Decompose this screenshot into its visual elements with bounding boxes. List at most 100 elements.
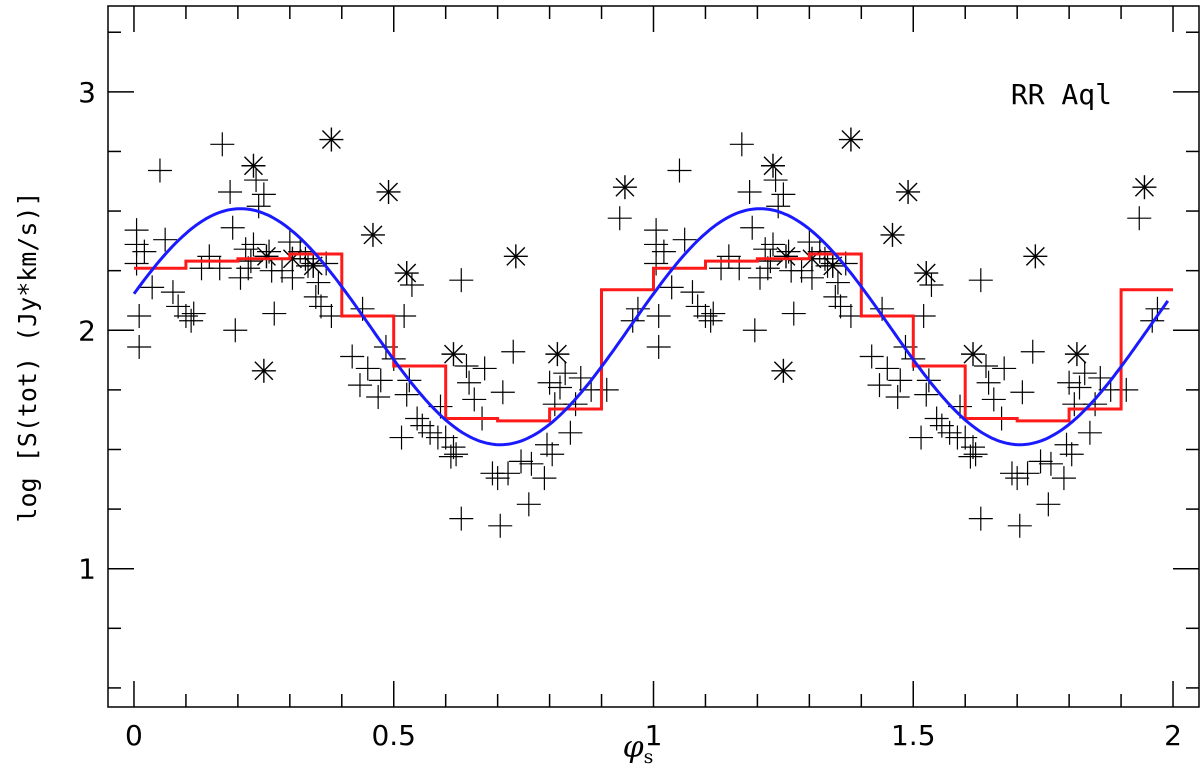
plus-marker xyxy=(223,318,248,343)
plus-marker xyxy=(454,354,479,379)
plus-marker xyxy=(140,275,165,300)
plus-marker xyxy=(680,280,705,305)
plus-marker xyxy=(368,368,393,393)
asterisk-marker-d2 xyxy=(916,263,936,283)
plus-marker xyxy=(309,294,334,319)
data-points xyxy=(124,127,1170,538)
asterisk-marker xyxy=(545,342,570,367)
plus-marker xyxy=(277,230,302,255)
asterisk-marker-d2 xyxy=(963,344,983,364)
asterisk-marker-d2 xyxy=(1067,344,1087,364)
plus-marker xyxy=(340,344,365,369)
y-tick-labels: 1 2 3 xyxy=(78,76,96,586)
x-tick-label: 0.5 xyxy=(371,719,416,752)
asterisk-marker xyxy=(896,179,921,204)
asterisk-marker xyxy=(1023,244,1048,269)
plus-marker xyxy=(547,375,572,400)
y-tick-label: 1 xyxy=(78,553,96,586)
plus-marker xyxy=(1020,339,1045,364)
plus-marker xyxy=(953,425,978,450)
plus-marker xyxy=(238,249,263,274)
asterisk-marker xyxy=(820,253,845,278)
plus-marker xyxy=(537,370,562,395)
plus-marker xyxy=(1028,449,1053,474)
plus-marker xyxy=(389,425,414,450)
plus-marker xyxy=(937,420,962,445)
plus-marker xyxy=(781,301,806,326)
plus-marker xyxy=(976,370,1001,395)
x-tick-labels: 0 0.5 1 1.5 2 xyxy=(125,719,1182,752)
plus-marker xyxy=(607,206,632,231)
plus-marker xyxy=(244,168,269,193)
plus-marker xyxy=(444,442,469,467)
plus-marker xyxy=(392,303,417,328)
plus-marker xyxy=(973,354,998,379)
plus-marker xyxy=(1088,365,1113,390)
asterisk-marker-d2 xyxy=(254,361,274,381)
plus-marker xyxy=(399,272,424,297)
plus-marker xyxy=(516,492,541,517)
plus-marker xyxy=(166,294,191,319)
plus-marker xyxy=(181,301,206,326)
plus-marker xyxy=(197,244,222,269)
plus-marker xyxy=(646,334,671,359)
plus-marker xyxy=(147,158,172,183)
plus-marker xyxy=(968,268,993,293)
plus-marker xyxy=(1059,442,1084,467)
plus-marker xyxy=(534,432,559,457)
plus-marker xyxy=(319,303,344,328)
plus-marker xyxy=(449,268,474,293)
plus-marker xyxy=(763,168,788,193)
plus-marker xyxy=(1083,392,1108,417)
plus-marker xyxy=(685,294,710,319)
plus-marker xyxy=(919,272,944,297)
plus-marker xyxy=(410,413,435,438)
x-tick-label: 1.5 xyxy=(891,719,936,752)
asterisk-marker xyxy=(441,342,466,367)
plus-marker xyxy=(859,344,884,369)
plus-marker xyxy=(228,265,253,290)
plus-marker xyxy=(968,506,993,531)
plus-marker xyxy=(220,215,245,240)
y-axis-label: log [S(tot) (Jy*km/s)] xyxy=(13,191,42,522)
plus-marker xyxy=(909,425,934,450)
plus-marker xyxy=(132,239,157,264)
asterisk-marker xyxy=(1132,175,1157,200)
plus-marker xyxy=(127,334,152,359)
asterisk-marker-d2 xyxy=(443,344,463,364)
plus-marker xyxy=(179,308,204,333)
plot-frame xyxy=(107,5,1200,708)
asterisk-marker-d2 xyxy=(1025,246,1045,266)
asterisk-marker xyxy=(301,253,326,278)
plus-marker xyxy=(755,256,780,281)
plus-marker xyxy=(828,294,853,319)
plus-marker xyxy=(1067,375,1092,400)
plus-marker xyxy=(867,373,892,398)
plus-marker xyxy=(771,182,796,207)
plus-marker xyxy=(914,382,939,407)
fit-curves xyxy=(132,207,1173,447)
plus-marker xyxy=(496,461,521,486)
plus-marker xyxy=(488,513,513,538)
plus-marker xyxy=(659,275,684,300)
asterisk-marker xyxy=(838,127,863,152)
asterisk-marker xyxy=(612,175,637,200)
plus-marker xyxy=(457,370,482,395)
plus-marker xyxy=(490,380,515,405)
plus-marker xyxy=(251,182,276,207)
plus-marker xyxy=(127,303,152,328)
asterisk-marker-d2 xyxy=(506,246,526,266)
plus-marker xyxy=(558,420,583,445)
asterisk-marker-d2 xyxy=(243,156,263,176)
plus-marker xyxy=(825,270,850,295)
asterisk-marker-d2 xyxy=(776,246,796,266)
plus-marker xyxy=(737,179,762,204)
plus-marker xyxy=(262,301,287,326)
plus-marker xyxy=(433,425,458,450)
plus-marker xyxy=(1054,432,1079,457)
plus-marker xyxy=(1077,420,1102,445)
plus-marker xyxy=(124,251,149,276)
plus-marker xyxy=(1038,451,1063,476)
plus-marker xyxy=(153,227,178,252)
